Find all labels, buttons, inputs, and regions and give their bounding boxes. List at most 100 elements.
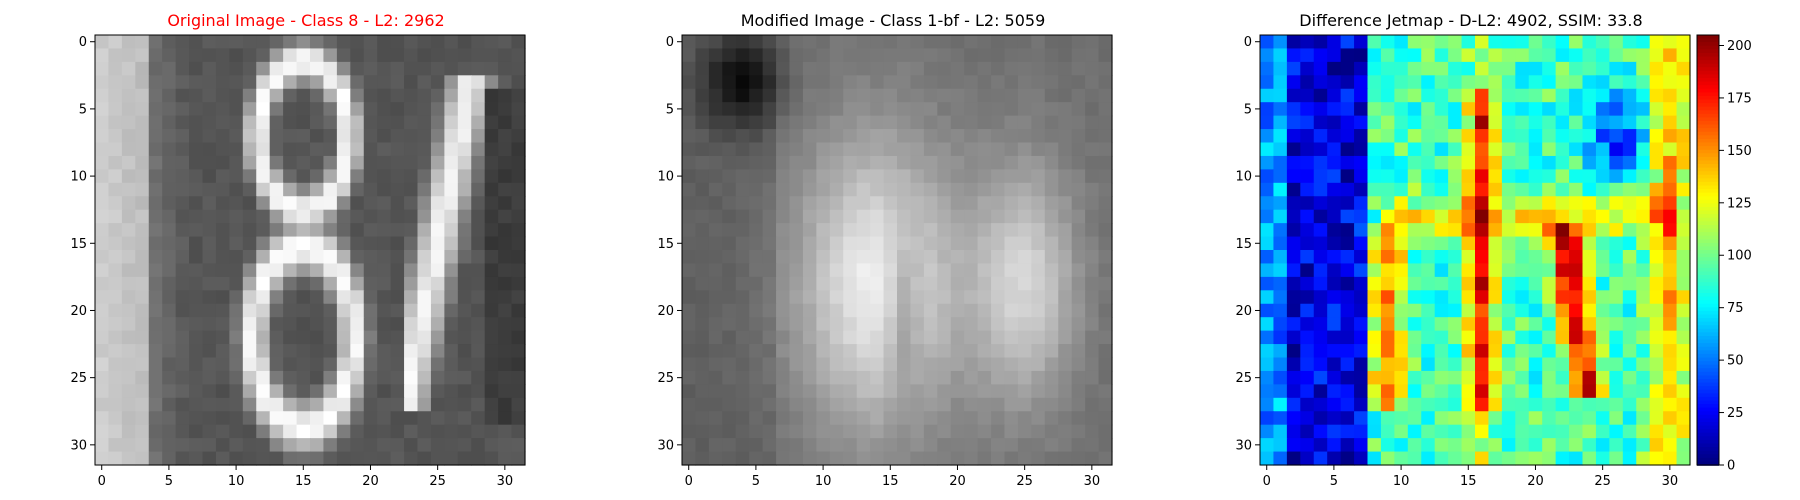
pixel-cell [498,169,513,184]
pixel-cell [498,263,513,278]
pixel-cell [1031,438,1046,453]
pixel-cell [242,438,257,453]
pixel-cell [1622,317,1637,332]
pixel-cell [1300,357,1315,372]
pixel-cell [789,75,804,90]
colorbar-segment [1697,214,1719,219]
pixel-cell [189,317,204,332]
pixel-cell [1327,88,1342,103]
pixel-cell [695,236,710,251]
pixel-cell [1085,129,1100,144]
pixel-cell [1609,438,1624,453]
pixel-cell [1340,48,1355,63]
pixel-cell [404,223,419,238]
pixel-cell [256,155,271,170]
pixel-cell [310,129,325,144]
pixel-cell [242,397,257,412]
pixel-cell [1286,155,1301,170]
colorbar-segment [1697,404,1719,409]
pixel-cell [1286,303,1301,318]
pixel-cell [1448,370,1463,385]
pixel-cell [471,155,486,170]
colorbar-segment [1697,332,1719,337]
pixel-cell [95,102,110,117]
pixel-cell [923,196,938,211]
pixel-cell [1327,303,1342,318]
pixel-cell [950,35,965,50]
pixel-cell [910,411,925,426]
pixel-cell [1542,102,1557,117]
pixel-cell [296,155,311,170]
pixel-cell [1448,223,1463,238]
pixel-cell [1555,451,1570,466]
pixel-cell [1515,142,1530,157]
pixel-cell [336,357,351,372]
pixel-cell [310,142,325,157]
pixel-cell [430,330,445,345]
y-tick-label: 10 [70,170,87,185]
pixel-cell [1622,115,1637,130]
pixel-cell [843,236,858,251]
pixel-cell [323,155,338,170]
pixel-cell [816,35,831,50]
pixel-cell [256,61,271,76]
pixel-cell [498,209,513,224]
pixel-cell [870,48,885,63]
pixel-cell [390,424,405,439]
pixel-cell [829,223,844,238]
pixel-cell [471,142,486,157]
pixel-cell [1058,250,1073,265]
pixel-cell [722,48,737,63]
pixel-cell [1407,424,1422,439]
pixel-cell [1448,263,1463,278]
pixel-cell [1004,102,1019,117]
colorbar-segment [1697,264,1719,269]
pixel-cell [162,155,177,170]
pixel-cell [296,303,311,318]
pixel-cell [121,303,136,318]
pixel-cell [444,129,459,144]
pixel-cell [162,344,177,359]
pixel-cell [1031,182,1046,197]
pixel-cell [323,263,338,278]
pixel-cell [162,75,177,90]
pixel-cell [829,196,844,211]
pixel-cell [121,263,136,278]
pixel-cell [1421,236,1436,251]
colorbar-segment [1697,56,1719,61]
pixel-cell [457,223,472,238]
pixel-cell [870,35,885,50]
pixel-cell [256,209,271,224]
pixel-cell [802,290,817,305]
pixel-cell [148,129,163,144]
pixel-cell [722,317,737,332]
pixel-cell [843,102,858,117]
pixel-cell [1354,209,1369,224]
pixel-cell [1044,196,1059,211]
pixel-cell [883,344,898,359]
pixel-cell [1380,263,1395,278]
pixel-cell [1071,397,1086,412]
pixel-cell [242,357,257,372]
pixel-cell [762,438,777,453]
pixel-cell [802,303,817,318]
pixel-cell [1582,209,1597,224]
pixel-cell [256,115,271,130]
pixel-cell [1031,384,1046,399]
pixel-cell [1340,263,1355,278]
pixel-cell [457,129,472,144]
pixel-cell [1071,142,1086,157]
pixel-cell [923,88,938,103]
pixel-cell [323,48,338,63]
pixel-cell [1031,75,1046,90]
pixel-cell [1448,236,1463,251]
pixel-cell [735,169,750,184]
pixel-cell [1327,209,1342,224]
pixel-cell [1085,48,1100,63]
pixel-cell [215,424,230,439]
pixel-cell [950,370,965,385]
pixel-cell [735,61,750,76]
pixel-cell [1421,451,1436,466]
pixel-cell [95,451,110,466]
